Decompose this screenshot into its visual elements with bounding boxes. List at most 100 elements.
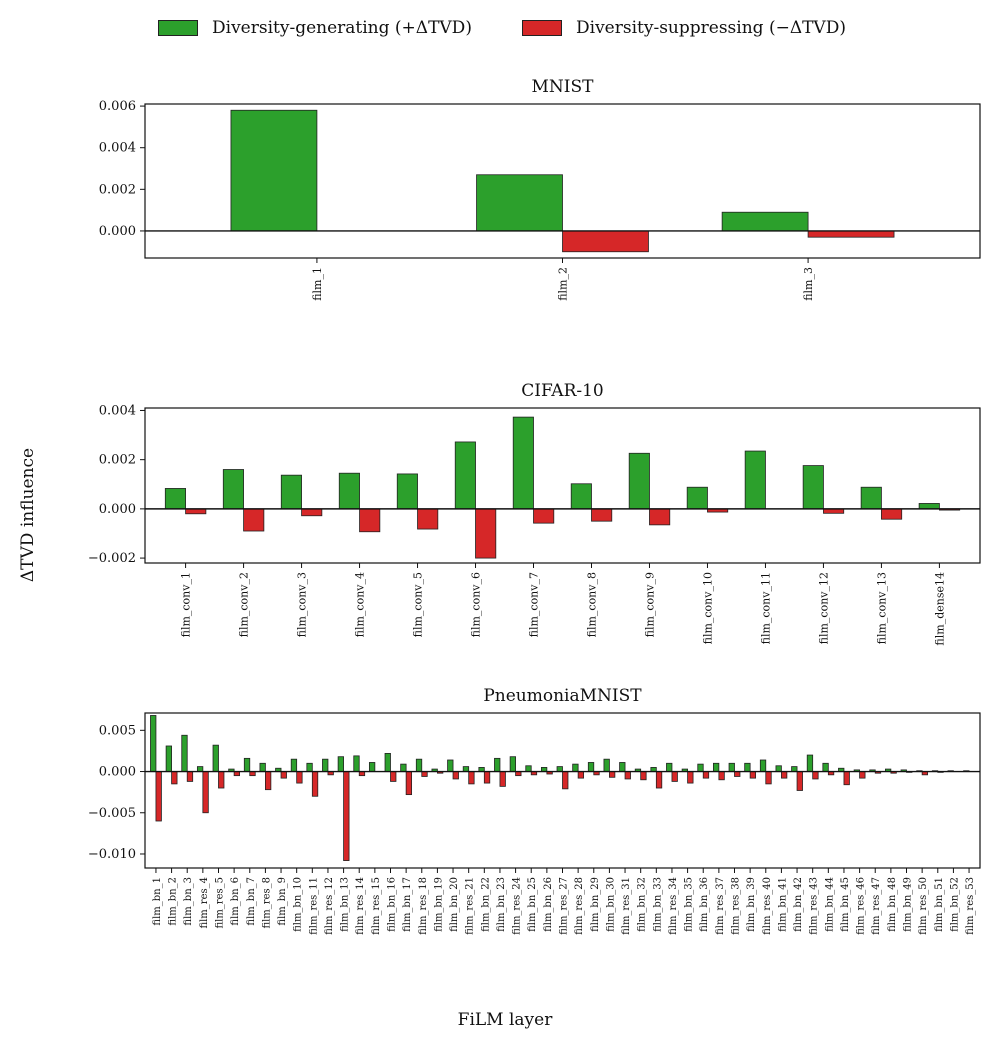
x-tick-label: film_res_24 bbox=[512, 877, 523, 935]
x-tick-label: film_bn_23 bbox=[496, 877, 507, 932]
legend-label-positive: Diversity-generating (+ΔTVD) bbox=[212, 18, 472, 38]
x-tick-label: film_res_46 bbox=[856, 877, 867, 935]
bar-positive bbox=[572, 763, 579, 772]
bar-negative bbox=[405, 771, 413, 796]
bar-negative bbox=[609, 771, 616, 778]
x-tick-label: film_conv_2 bbox=[238, 572, 251, 637]
bar-positive bbox=[759, 759, 767, 772]
bar-negative bbox=[655, 771, 663, 789]
bar-negative bbox=[687, 771, 694, 784]
bar-positive bbox=[494, 757, 501, 772]
x-tick-label: film_1 bbox=[311, 267, 324, 301]
x-tick-label: film_bn_19 bbox=[433, 877, 444, 932]
bar-positive bbox=[222, 469, 244, 510]
bar-positive bbox=[791, 766, 798, 772]
plot-frame bbox=[144, 103, 981, 259]
bar-positive bbox=[306, 762, 313, 772]
bar-negative bbox=[591, 508, 613, 522]
y-tick-label: 0.002 bbox=[99, 453, 136, 468]
y-tick-label: 0.006 bbox=[99, 99, 136, 114]
bar-positive bbox=[728, 762, 735, 772]
x-tick-label: film_bn_2 bbox=[168, 877, 179, 926]
legend-swatch-negative bbox=[522, 20, 562, 36]
bar-negative bbox=[343, 771, 350, 861]
x-tick-label: film_bn_36 bbox=[699, 877, 710, 932]
panel-title: PneumoniaMNIST bbox=[483, 686, 642, 706]
x-tick-label: film_bn_32 bbox=[637, 877, 648, 932]
bar-positive bbox=[721, 211, 809, 232]
bar-positive bbox=[181, 734, 188, 772]
x-tick-label: film_res_34 bbox=[668, 877, 679, 935]
bar-negative bbox=[301, 508, 323, 517]
x-tick-label: film_res_4 bbox=[199, 877, 210, 929]
x-tick-label: film_res_21 bbox=[465, 877, 476, 935]
bar-negative bbox=[718, 771, 725, 781]
bar-negative bbox=[812, 771, 819, 780]
legend-item-negative: Diversity-suppressing (−ΔTVD) bbox=[522, 18, 846, 38]
bar-positive bbox=[290, 758, 298, 772]
x-tick-label: film_conv_6 bbox=[470, 572, 483, 637]
x-tick-label: film_res_28 bbox=[574, 877, 585, 935]
bar-negative bbox=[499, 771, 506, 787]
x-tick-label: film_res_31 bbox=[621, 877, 632, 935]
bar-negative bbox=[202, 771, 209, 814]
panel-title: CIFAR-10 bbox=[521, 381, 604, 401]
bar-positive bbox=[368, 762, 376, 772]
x-tick-label: film_bn_29 bbox=[590, 877, 601, 932]
x-axis-label: FiLM layer bbox=[457, 1010, 553, 1030]
x-tick-label: film_bn_16 bbox=[386, 877, 397, 932]
y-tick-label: 0.004 bbox=[99, 141, 136, 156]
bar-negative bbox=[218, 771, 225, 789]
x-tick-label: film_bn_35 bbox=[684, 877, 695, 932]
x-tick-label: film_res_14 bbox=[355, 877, 366, 935]
x-tick-label: film_res_37 bbox=[715, 877, 726, 935]
x-tick-label: film_conv_10 bbox=[701, 572, 714, 644]
bar-positive bbox=[918, 503, 940, 510]
bar-positive bbox=[164, 488, 186, 510]
x-tick-label: film_res_11 bbox=[308, 877, 319, 935]
bar-positive bbox=[806, 754, 814, 772]
x-tick-label: film_bn_51 bbox=[934, 877, 945, 932]
bar-positive bbox=[462, 766, 470, 772]
y-tick-label: −0.005 bbox=[88, 806, 136, 821]
bar-positive bbox=[243, 757, 251, 772]
bar-positive bbox=[353, 755, 360, 772]
bar-negative bbox=[265, 771, 272, 791]
bar-positive bbox=[415, 758, 423, 772]
x-tick-label: film_bn_26 bbox=[543, 877, 554, 932]
bar-negative bbox=[483, 771, 491, 784]
x-tick-label: film_res_18 bbox=[418, 877, 429, 935]
panel-title: MNIST bbox=[532, 77, 595, 97]
bar-positive bbox=[454, 441, 476, 510]
bar-positive bbox=[165, 745, 172, 772]
bar-negative bbox=[734, 771, 741, 777]
x-tick-label: film_dense14 bbox=[933, 572, 946, 646]
bar-negative bbox=[155, 771, 162, 822]
bar-negative bbox=[421, 771, 428, 777]
x-tick-label: film_bn_6 bbox=[230, 877, 241, 926]
x-tick-label: film_2 bbox=[557, 267, 570, 301]
bar-negative bbox=[640, 771, 647, 781]
x-tick-label: film_conv_1 bbox=[180, 572, 193, 637]
bar-positive bbox=[337, 756, 344, 772]
bar-positive bbox=[384, 752, 391, 772]
bar-positive bbox=[196, 766, 204, 772]
x-tick-label: film_bn_33 bbox=[652, 877, 663, 932]
x-tick-label: film_bn_1 bbox=[152, 877, 163, 926]
bar-positive bbox=[338, 472, 360, 510]
x-tick-label: film_res_50 bbox=[918, 877, 929, 935]
bar-negative bbox=[475, 508, 497, 559]
x-tick-label: film_res_43 bbox=[809, 877, 820, 935]
x-tick-label: film_conv_3 bbox=[296, 572, 309, 637]
bar-positive bbox=[822, 762, 829, 772]
bar-positive bbox=[712, 762, 720, 772]
x-tick-label: film_bn_10 bbox=[293, 877, 304, 932]
x-tick-label: film_conv_9 bbox=[643, 572, 656, 637]
x-tick-label: film_bn_22 bbox=[480, 877, 491, 932]
bar-negative bbox=[807, 230, 895, 238]
x-tick-label: film_conv_13 bbox=[875, 572, 888, 644]
bar-negative bbox=[765, 771, 772, 785]
legend-label-negative: Diversity-suppressing (−ΔTVD) bbox=[576, 18, 846, 38]
x-tick-label: film_bn_45 bbox=[840, 877, 851, 932]
